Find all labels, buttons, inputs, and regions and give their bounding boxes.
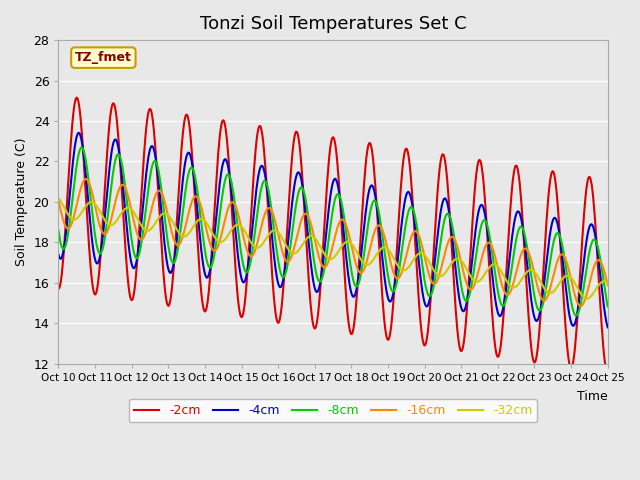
X-axis label: Time: Time <box>577 390 608 403</box>
-2cm <box>54 286 62 292</box>
-4cm <box>178 190 186 195</box>
-4cm <box>54 252 62 257</box>
-16cm <box>65 226 72 231</box>
-8cm <box>573 312 580 318</box>
Line: -2cm: -2cm <box>58 97 608 374</box>
-16cm <box>417 238 424 243</box>
-4cm <box>401 200 408 206</box>
-4cm <box>76 130 83 136</box>
-32cm <box>400 267 408 273</box>
-16cm <box>207 242 214 248</box>
Y-axis label: Soil Temperature (C): Soil Temperature (C) <box>15 138 28 266</box>
-2cm <box>73 95 81 100</box>
-8cm <box>417 250 424 256</box>
-32cm <box>604 280 612 286</box>
-8cm <box>122 188 129 193</box>
-32cm <box>583 296 591 301</box>
-16cm <box>577 303 585 309</box>
-32cm <box>206 226 214 231</box>
-4cm <box>604 324 612 330</box>
-32cm <box>54 195 62 201</box>
-16cm <box>604 282 612 288</box>
-2cm <box>417 319 424 325</box>
-32cm <box>65 212 72 218</box>
Line: -32cm: -32cm <box>58 198 608 299</box>
-2cm <box>178 146 186 152</box>
-4cm <box>417 275 424 280</box>
-8cm <box>65 229 72 235</box>
-8cm <box>77 144 85 150</box>
-2cm <box>122 249 129 255</box>
Title: Tonzi Soil Temperatures Set C: Tonzi Soil Temperatures Set C <box>200 15 467 33</box>
-32cm <box>416 250 424 256</box>
-8cm <box>604 304 612 310</box>
-4cm <box>65 206 72 212</box>
-8cm <box>207 264 214 270</box>
Legend: -2cm, -4cm, -8cm, -16cm, -32cm: -2cm, -4cm, -8cm, -16cm, -32cm <box>129 399 537 422</box>
-16cm <box>178 238 186 243</box>
Line: -16cm: -16cm <box>58 179 608 306</box>
-2cm <box>65 178 72 183</box>
-2cm <box>207 269 214 275</box>
-4cm <box>122 213 129 219</box>
Text: TZ_fmet: TZ_fmet <box>75 51 132 64</box>
-32cm <box>177 232 184 238</box>
-16cm <box>122 186 129 192</box>
Line: -4cm: -4cm <box>58 133 608 327</box>
-16cm <box>401 260 408 265</box>
-2cm <box>604 371 612 377</box>
-32cm <box>121 206 129 212</box>
-16cm <box>54 197 62 203</box>
-2cm <box>401 150 408 156</box>
-8cm <box>54 228 62 233</box>
-16cm <box>82 176 90 182</box>
Line: -8cm: -8cm <box>58 147 608 315</box>
-8cm <box>178 220 186 226</box>
-8cm <box>401 229 408 235</box>
-4cm <box>207 264 214 270</box>
